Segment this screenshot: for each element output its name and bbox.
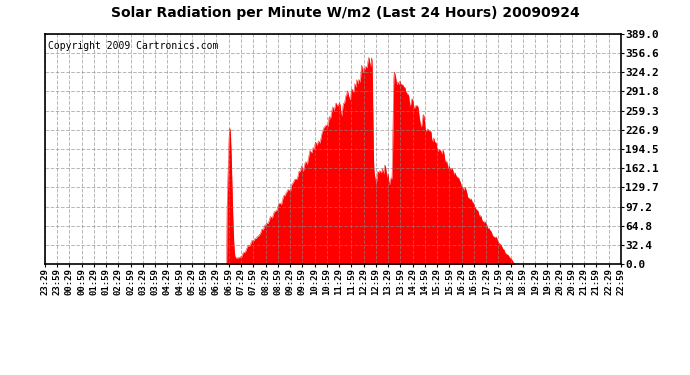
Text: Solar Radiation per Minute W/m2 (Last 24 Hours) 20090924: Solar Radiation per Minute W/m2 (Last 24… bbox=[110, 6, 580, 20]
Text: Copyright 2009 Cartronics.com: Copyright 2009 Cartronics.com bbox=[48, 40, 218, 51]
